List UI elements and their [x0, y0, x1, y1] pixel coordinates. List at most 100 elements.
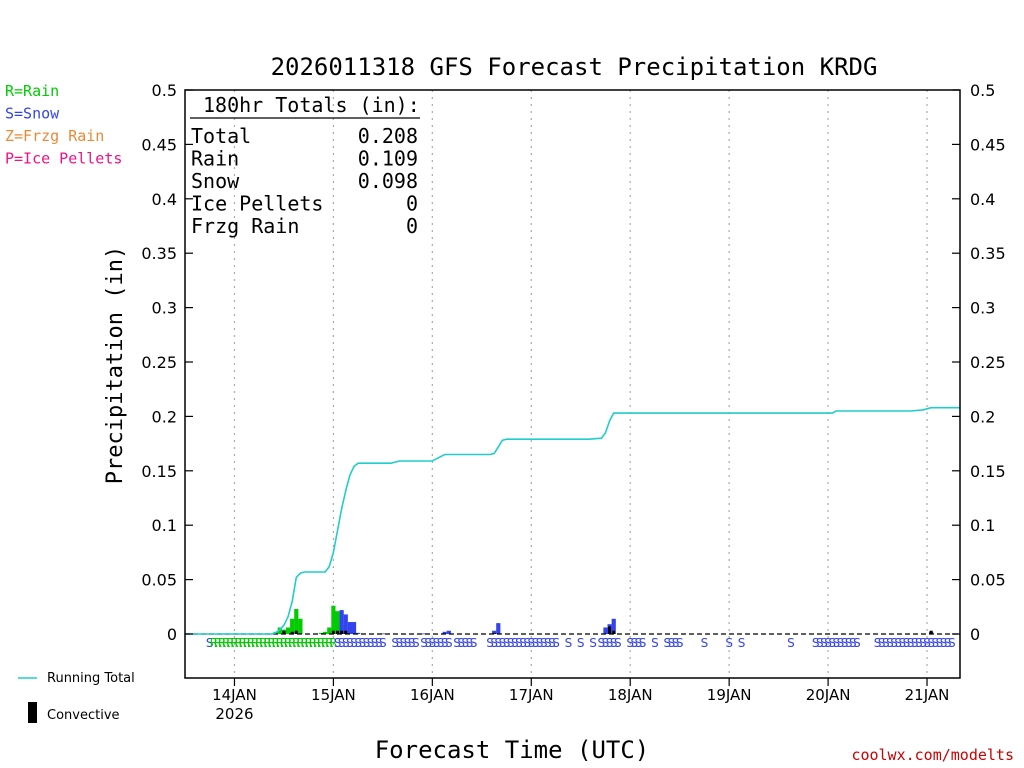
precip-type-letter: S: [824, 636, 832, 650]
precip-type-letter: R: [313, 636, 321, 650]
y-tick-label: 0.4: [970, 190, 995, 209]
precip-type-letter: S: [931, 636, 939, 650]
rain-bar: [298, 618, 303, 634]
precip-type-letter: R: [300, 636, 308, 650]
totals-row-value: 0: [406, 192, 418, 216]
precip-type-letter: S: [820, 636, 828, 650]
precip-type-letter: S: [552, 636, 560, 650]
y-tick-label: 0.35: [970, 244, 1006, 263]
precip-type-letter: R: [325, 636, 333, 650]
precip-type-letter: S: [738, 636, 746, 650]
totals-row-value: 0.208: [358, 124, 418, 148]
precip-type-letter: S: [437, 636, 445, 650]
type-legend-item: P=Ice Pellets: [5, 150, 122, 168]
x-tick-sublabel: 2026: [215, 705, 253, 723]
snow-bar: [421, 633, 427, 635]
rain-bar: [285, 627, 291, 634]
precip-type-letter: S: [457, 636, 465, 650]
precip-type-letter: R: [226, 636, 234, 650]
precip-type-letter: S: [668, 636, 676, 650]
precip-type-letter: S: [626, 636, 634, 650]
y-tick-label: 0.05: [970, 571, 1006, 590]
plot-frame: [184, 89, 961, 679]
precip-type-letter: S: [424, 636, 432, 650]
precip-type-letter: S: [503, 636, 511, 650]
bottom-legend: Running Total Convective: [18, 671, 135, 723]
convective-bar: [608, 626, 612, 634]
y-tick-label: 0.15: [141, 462, 177, 481]
precip-type-letter: S: [486, 636, 494, 650]
y-tick-label: 0.2: [970, 407, 995, 426]
convective-bar: [492, 632, 496, 634]
precip-type-letter: S: [494, 636, 502, 650]
precip-type-letter: S: [577, 636, 585, 650]
totals-row-value: 0: [406, 214, 418, 238]
y-axis-left: 0 0.05 0.1 0.15 0.2 0.25 0.3 0.35 0.4 0.45 0.5: [141, 81, 193, 644]
credit-text: coolwx.com/modelts: [851, 746, 1014, 764]
precip-type-letter: S: [441, 636, 449, 650]
precip-type-letter: S: [338, 636, 346, 650]
vertical-gridlines: [233, 90, 928, 678]
precip-type-letter: S: [948, 636, 956, 650]
precip-type-letter: S: [898, 636, 906, 650]
snow-bar: [351, 622, 357, 634]
precip-type-letter: S: [544, 636, 552, 650]
x-axis-label: Forecast Time (UTC): [375, 736, 650, 764]
y-tick-label: 0.5: [970, 81, 995, 100]
y-tick-label: 0.45: [141, 135, 177, 154]
precip-type-letter: S: [206, 636, 214, 650]
precip-type-letter: R: [280, 636, 288, 650]
rain-bar: [294, 608, 299, 634]
precip-type-letter: R: [321, 636, 329, 650]
precip-type-letter: S: [894, 636, 902, 650]
running-total-legend-label: Running Total: [47, 671, 135, 686]
precip-type-letter: S: [420, 636, 428, 650]
chart-title: 2026011318 GFS Forecast Precipitation KR…: [271, 53, 878, 81]
snow-bar: [492, 630, 497, 634]
precip-type-letter: S: [375, 636, 383, 650]
snow-bar: [356, 632, 361, 634]
precip-type-letter: S: [602, 636, 610, 650]
precip-type-letter: S: [878, 636, 886, 650]
precip-type-letter: R: [288, 636, 296, 650]
precip-type-letter: S: [453, 636, 461, 650]
precip-type-letter: S: [940, 636, 948, 650]
precip-type-letter: R: [272, 636, 280, 650]
convective-bar: [344, 630, 348, 634]
precip-type-letter: S: [828, 636, 836, 650]
precip-type-letter: S: [845, 636, 853, 650]
precip-type-letter: R: [239, 636, 247, 650]
totals-row-value: 0.109: [358, 147, 418, 171]
precip-type-letter: S: [462, 636, 470, 650]
precip-type-letter: R: [296, 636, 304, 650]
precip-type-letter: S: [664, 636, 672, 650]
precip-type-letter: S: [651, 636, 659, 650]
totals-row-name: Ice Pellets: [191, 192, 323, 216]
precip-type-letter: R: [309, 636, 317, 650]
y-tick-label: 0.3: [152, 299, 177, 318]
precip-type-letter: S: [631, 636, 639, 650]
y-tick-label: 0.3: [970, 299, 995, 318]
convective-bar: [282, 630, 286, 634]
precip-type-letter: S: [610, 636, 618, 650]
y-tick-label: 0.1: [970, 516, 995, 535]
precip-type-letter: R: [222, 636, 230, 650]
precip-type-letter: S: [536, 636, 544, 650]
y-axis-right: 0 0.05 0.1 0.15 0.2 0.25 0.3 0.35 0.4 0.45 0.5: [952, 81, 1006, 644]
precip-type-letter: S: [466, 636, 474, 650]
convective-bar: [331, 630, 335, 634]
convective-bar: [290, 631, 294, 634]
precip-type-letter: S: [433, 636, 441, 650]
y-tick-label: 0.2: [152, 407, 177, 426]
precip-type-letter: S: [523, 636, 531, 650]
precip-type-letter: S: [470, 636, 478, 650]
precip-type-letter: S: [919, 636, 927, 650]
precip-type-letter: S: [400, 636, 408, 650]
precip-type-letter: S: [849, 636, 857, 650]
precip-type-letter: R: [214, 636, 222, 650]
precip-type-letter: S: [429, 636, 437, 650]
precip-type-letter: S: [923, 636, 931, 650]
precip-type-letter: S: [499, 636, 507, 650]
precip-type-letter: R: [247, 636, 255, 650]
